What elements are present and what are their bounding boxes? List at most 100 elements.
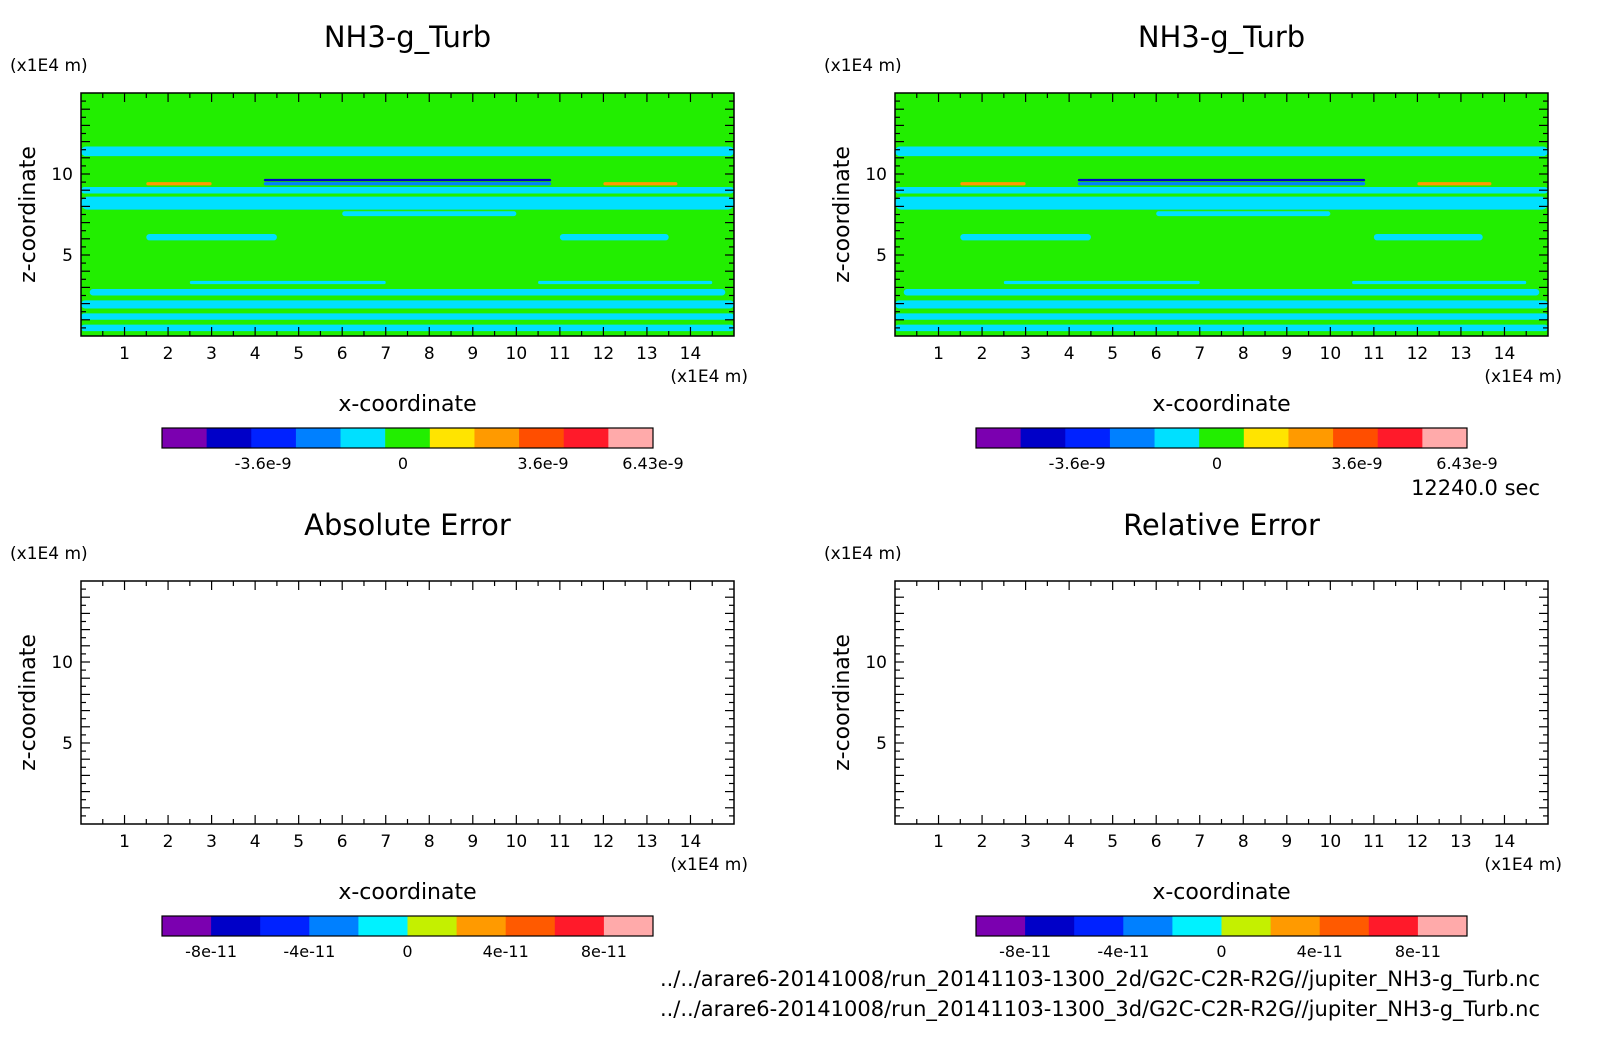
contour-band-1 <box>81 324 734 332</box>
plot-field <box>895 581 1548 824</box>
x-tick-label: 10 <box>1320 832 1342 852</box>
colorbar-swatch-7 <box>429 428 475 448</box>
contour-band-10 <box>81 196 734 210</box>
colorbar-swatch-5 <box>358 916 408 936</box>
colorbar-tick-label: 0 <box>402 942 412 961</box>
x-tick-label: 10 <box>1320 344 1342 364</box>
colorbar-tick-label: 3.6e-9 <box>1331 454 1382 473</box>
colorbar-swatch-9 <box>1368 916 1419 936</box>
contour-band-8 <box>1373 233 1483 241</box>
colorbar-swatch-2 <box>206 428 252 448</box>
plot-field <box>81 581 734 824</box>
x-tick-label: 3 <box>1020 832 1031 852</box>
panel-1: NH3-g_Turb(x1E4 m)1 2 3 4 5 6 7 8 9 10 11 12 13 14510… <box>10 20 748 473</box>
contour-band-2 <box>81 313 734 320</box>
x-tick-label: 1 <box>933 832 944 852</box>
colorbar-tick-label: -8e-11 <box>999 942 1051 961</box>
x-unit-label: (x1E4 m) <box>670 855 748 875</box>
colorbar-tick-label: 3.6e-9 <box>517 454 568 473</box>
x-tick-label: 7 <box>1194 344 1205 364</box>
x-tick-label: 7 <box>1194 832 1205 852</box>
x-unit-label: (x1E4 m) <box>1484 855 1562 875</box>
colorbar-swatch-7 <box>1270 916 1321 936</box>
colorbar-swatch-10 <box>1377 428 1423 448</box>
x-tick-label: 5 <box>1107 344 1118 364</box>
x-tick-label: 1 <box>119 832 130 852</box>
colorbar-swatch-10 <box>603 916 654 936</box>
colorbar-swatch-8 <box>1288 428 1334 448</box>
x-tick-label: 13 <box>1450 832 1472 852</box>
x-tick-label: 3 <box>206 344 217 364</box>
colorbar-swatch-3 <box>1065 428 1111 448</box>
x-tick-label: 2 <box>977 344 988 364</box>
colorbar-tick-label: 6.43e-9 <box>622 454 683 473</box>
colorbar-swatch-5 <box>1172 916 1222 936</box>
colorbar-swatch-4 <box>309 916 359 936</box>
colorbar-tick-label: -4e-11 <box>1097 942 1149 961</box>
x-tick-label: 14 <box>1494 832 1516 852</box>
colorbar-swatch-7 <box>456 916 507 936</box>
y-axis-label: z-coordinate <box>830 146 855 283</box>
x-tick-label: 8 <box>1238 344 1249 364</box>
contour-band-14 <box>960 182 1026 186</box>
field-background <box>81 581 734 824</box>
colorbar-swatch-2 <box>1025 916 1075 936</box>
x-unit-label: (x1E4 m) <box>1484 367 1562 387</box>
colorbar-tick-label: 0 <box>1216 942 1226 961</box>
x-tick-label: 11 <box>1363 832 1385 852</box>
y-tick-label: 5 <box>62 734 73 754</box>
x-tick-label: 7 <box>380 344 391 364</box>
colorbar-frame <box>161 915 654 937</box>
colorbar-tick-label: -3.6e-9 <box>235 454 292 473</box>
colorbar: -8e-11 -4e-11 0 4e-11 8e-11 <box>975 915 1468 961</box>
colorbar-swatch-8 <box>505 916 556 936</box>
x-tick-label: 11 <box>549 832 571 852</box>
colorbar-tick-label: 4e-11 <box>1297 942 1343 961</box>
x-tick-label: 4 <box>250 344 261 364</box>
y-tick-label: 5 <box>876 734 887 754</box>
colorbar-tick-label: 8e-11 <box>1395 942 1441 961</box>
contour-band-4 <box>903 289 1540 296</box>
colorbar-swatch-10 <box>1417 916 1468 936</box>
colorbar-tick-label: 0 <box>398 454 408 473</box>
colorbar-swatch-5 <box>340 428 386 448</box>
colorbar-frame <box>161 427 654 449</box>
x-tick-label: 5 <box>1107 832 1118 852</box>
colorbar-swatch-1 <box>162 916 212 936</box>
x-tick-label: 8 <box>1238 832 1249 852</box>
colorbar-swatch-4 <box>1109 428 1156 448</box>
panel-4: Relative Error(x1E4 m)1 2 3 4 5 6 7 8 9 10 11 12 13 1… <box>824 508 1562 961</box>
plot-field <box>81 93 734 336</box>
contour-band-15 <box>1417 182 1492 186</box>
contour-band-2 <box>895 313 1548 320</box>
colorbar-tick-label: 4e-11 <box>483 942 529 961</box>
x-tick-label: 6 <box>337 832 348 852</box>
x-tick-label: 10 <box>506 344 528 364</box>
colorbar: -3.6e-9 0 3.6e-9 6.43e-9 <box>975 427 1498 473</box>
panels-group: NH3-g_Turb(x1E4 m)1 2 3 4 5 6 7 8 9 10 11 12 13 14510… <box>10 20 1562 961</box>
colorbar-swatch-10 <box>563 428 609 448</box>
x-tick-label: 13 <box>636 344 658 364</box>
colorbar-swatch-1 <box>162 428 208 448</box>
panel-title: Relative Error <box>1123 508 1320 542</box>
colorbar-swatch-7 <box>1243 428 1289 448</box>
x-tick-label: 10 <box>506 832 528 852</box>
y-unit-label: (x1E4 m) <box>824 544 902 564</box>
x-axis-label: x-coordinate <box>338 880 476 905</box>
contour-band-4 <box>89 289 726 296</box>
contour-band-12 <box>263 182 552 186</box>
colorbar-swatch-2 <box>211 916 261 936</box>
contour-band-5 <box>189 280 386 285</box>
x-tick-label: 12 <box>1407 344 1429 364</box>
contour-band-3 <box>81 300 734 309</box>
colorbar-tick-label: 0 <box>1212 454 1222 473</box>
x-tick-label: 9 <box>1281 832 1292 852</box>
contour-band-6 <box>1352 280 1527 285</box>
x-tick-label: 9 <box>467 344 478 364</box>
colorbar-frame <box>975 915 1468 937</box>
colorbar-swatch-2 <box>1020 428 1066 448</box>
contour-band-15 <box>603 182 678 186</box>
colorbar-swatch-9 <box>1333 428 1379 448</box>
x-tick-label: 12 <box>1407 832 1429 852</box>
